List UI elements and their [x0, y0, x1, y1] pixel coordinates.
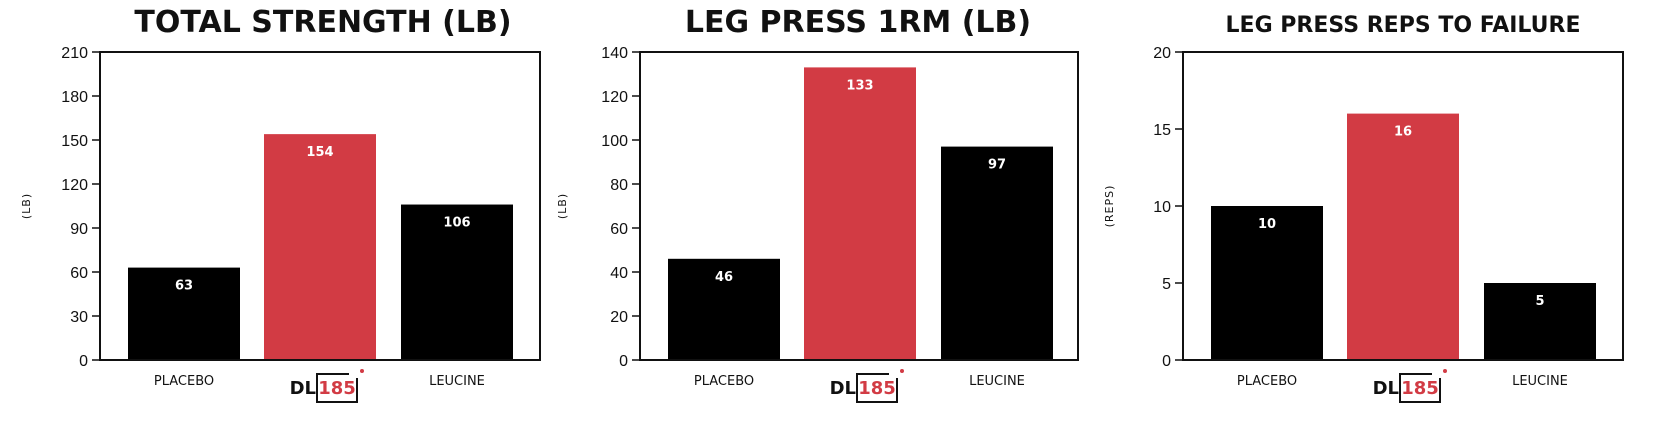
y-tick-label: 20: [610, 309, 628, 326]
y-axis-label: (LB): [20, 193, 33, 219]
logo-number: 185: [858, 378, 896, 399]
chart-title: LEG PRESS 1RM (LB): [685, 5, 1031, 40]
y-tick-label: 150: [61, 133, 88, 150]
y-tick-label: 15: [1153, 122, 1171, 139]
logo-prefix: DL: [290, 378, 316, 399]
logo-frame: [316, 373, 358, 403]
y-tick-label: 60: [70, 265, 88, 282]
y-tick-label: 90: [70, 221, 88, 238]
y-tick-label: 180: [61, 89, 88, 106]
y-tick-label: 60: [610, 221, 628, 238]
logo-dot: [360, 369, 364, 373]
y-axis-label: (LB): [556, 193, 569, 219]
data-label: 63: [175, 279, 193, 294]
category-label: PLACEBO: [1237, 374, 1297, 389]
y-tick-label: 40: [610, 265, 628, 282]
y-tick-label: 120: [61, 177, 88, 194]
category-label: LEUCINE: [429, 374, 485, 389]
logo-prefix: DL: [1373, 378, 1399, 399]
logo-dot: [900, 369, 904, 373]
dl185-logo: DL 185: [830, 368, 904, 403]
bar-leucine: [1484, 283, 1596, 360]
y-tick-label: 5: [1162, 276, 1171, 293]
chart-panel-3: LEG PRESS REPS TO FAILURE (REPS) 10 PLACEBO…: [1103, 13, 1624, 403]
logo-frame-gap: [349, 368, 361, 378]
data-label: 97: [988, 158, 1006, 173]
data-label: 106: [443, 216, 470, 231]
bar-placebo: [128, 267, 240, 360]
logo-frame-gap: [889, 368, 901, 378]
bar-placebo: [1211, 206, 1323, 360]
logo-frame-gap: [1432, 368, 1444, 378]
category-label: PLACEBO: [694, 374, 754, 389]
y-tick-label: 100: [601, 133, 628, 150]
logo-number: 185: [1401, 378, 1439, 399]
y-tick-label: 210: [61, 45, 88, 62]
y-tick-label: 20: [1153, 45, 1171, 62]
y-tick-label: 0: [1162, 353, 1171, 370]
data-label: 5: [1535, 294, 1544, 309]
logo-frame: [1399, 373, 1441, 403]
plot-frame: [1182, 51, 1624, 361]
data-label: 10: [1258, 217, 1276, 232]
chart-title: LEG PRESS REPS TO FAILURE: [1226, 13, 1581, 38]
bar-dl185: [1347, 113, 1459, 360]
bar-dl185: [264, 134, 376, 360]
data-label: 46: [715, 270, 733, 285]
chart-panel-1: TOTAL STRENGTH (LB) (LB) 63 PLACEBO 154 DL 185…: [20, 5, 541, 403]
plot-frame: [639, 51, 1079, 361]
y-tick-label: 30: [70, 309, 88, 326]
chart-title: TOTAL STRENGTH (LB): [134, 5, 511, 40]
bar-leucine: [401, 204, 513, 360]
category-label: PLACEBO: [154, 374, 214, 389]
chart-panel-2: LEG PRESS 1RM (LB) (LB) 46 PLACEBO 133 DL 185 9…: [556, 5, 1079, 403]
category-label: LEUCINE: [1512, 374, 1568, 389]
dl185-logo: DL 185: [1373, 368, 1447, 403]
logo-dot: [1443, 369, 1447, 373]
y-axis-label: (REPS): [1103, 185, 1116, 228]
bar-leucine: [941, 146, 1053, 360]
bar-placebo: [668, 258, 780, 360]
y-tick-label: 120: [601, 89, 628, 106]
y-tick-label: 0: [79, 353, 88, 370]
data-label: 154: [306, 145, 333, 160]
data-label: 16: [1394, 125, 1412, 140]
y-tick-label: 80: [610, 177, 628, 194]
y-tick-label: 0: [619, 353, 628, 370]
y-tick-label: 140: [601, 45, 628, 62]
data-label: 133: [846, 78, 873, 93]
category-label: LEUCINE: [969, 374, 1025, 389]
y-tick-label: 10: [1153, 199, 1171, 216]
plot-frame: [99, 51, 541, 361]
logo-frame: [856, 373, 898, 403]
bar-dl185: [804, 67, 916, 361]
logo-number: 185: [318, 378, 356, 399]
dl185-logo: DL 185: [290, 368, 364, 403]
logo-prefix: DL: [830, 378, 856, 399]
